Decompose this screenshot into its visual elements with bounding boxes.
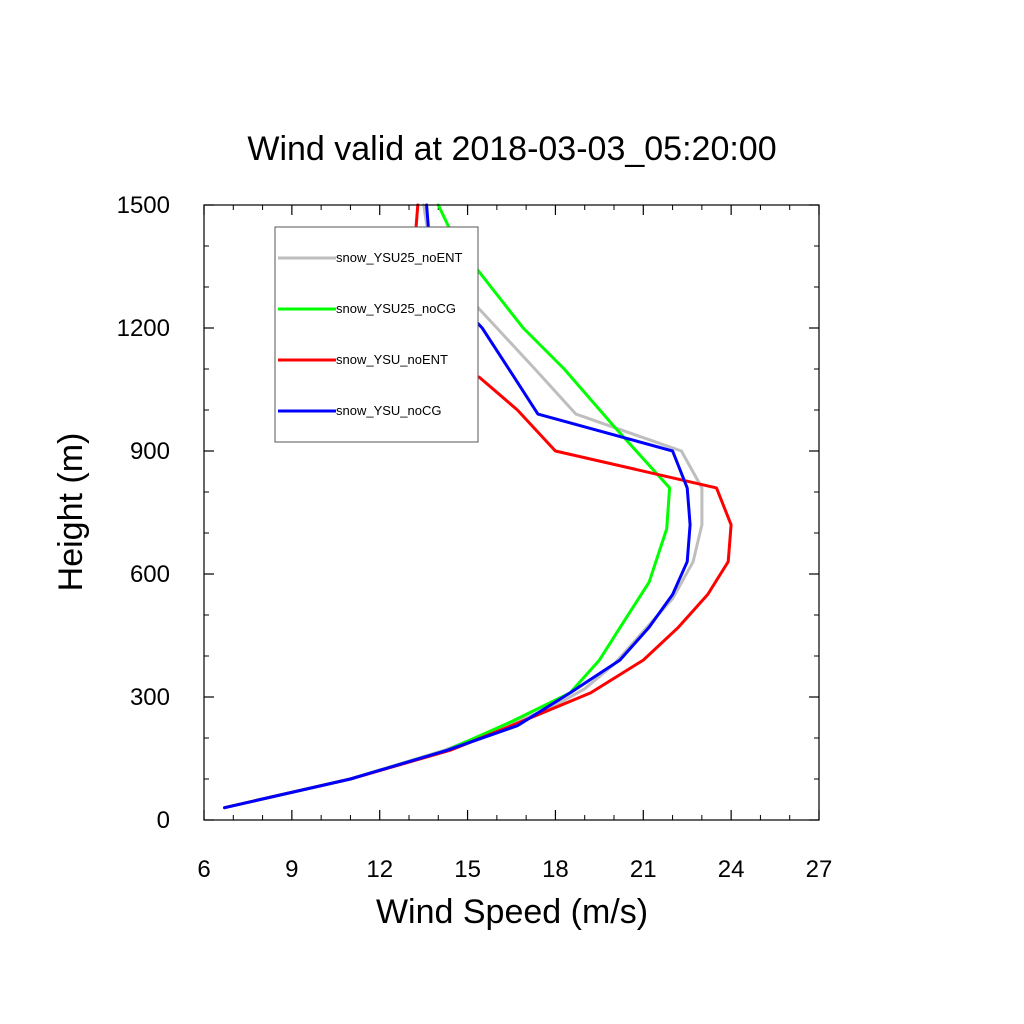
legend-label-snow_YSU_noCG: snow_YSU_noCG	[336, 403, 442, 418]
y-tick-label: 300	[130, 684, 170, 711]
x-tick-label: 18	[542, 856, 569, 883]
x-tick-label: 24	[718, 856, 745, 883]
x-tick-label: 9	[285, 856, 298, 883]
y-tick-label: 1500	[117, 192, 170, 219]
x-tick-label: 15	[454, 856, 481, 883]
plot-frame	[203, 204, 820, 821]
y-tick-label: 600	[130, 561, 170, 588]
y-axis-label: Height (m)	[52, 433, 90, 592]
chart-title: Wind valid at 2018-03-03_05:20:00	[247, 130, 776, 168]
legend-label-snow_YSU25_noCG: snow_YSU25_noCG	[336, 301, 456, 316]
series-line-snow_YSU25_noCG	[223, 203, 672, 810]
ticks-layer: 6 9 12 15 18 21 24 27 0 300 600 900 1200 1500	[117, 192, 833, 883]
legend-box	[274, 226, 479, 443]
series-line-snow_YSU25_noENT	[223, 203, 704, 810]
legend-label-snow_YSU25_noENT: snow_YSU25_noENT	[336, 250, 463, 265]
x-tick-label: 27	[806, 856, 833, 883]
y-tick-label: 0	[157, 807, 170, 834]
legend: snow_YSU25_noENT snow_YSU25_noCG snow_YSU_…	[274, 226, 479, 443]
x-tick-label: 12	[366, 856, 393, 883]
x-axis-label: Wind Speed (m/s)	[376, 893, 648, 931]
y-tick-label: 900	[130, 438, 170, 465]
y-tick-label: 1200	[117, 315, 170, 342]
legend-label-snow_YSU_noENT: snow_YSU_noENT	[336, 352, 448, 367]
x-tick-label: 6	[197, 856, 210, 883]
x-tick-label: 21	[630, 856, 657, 883]
